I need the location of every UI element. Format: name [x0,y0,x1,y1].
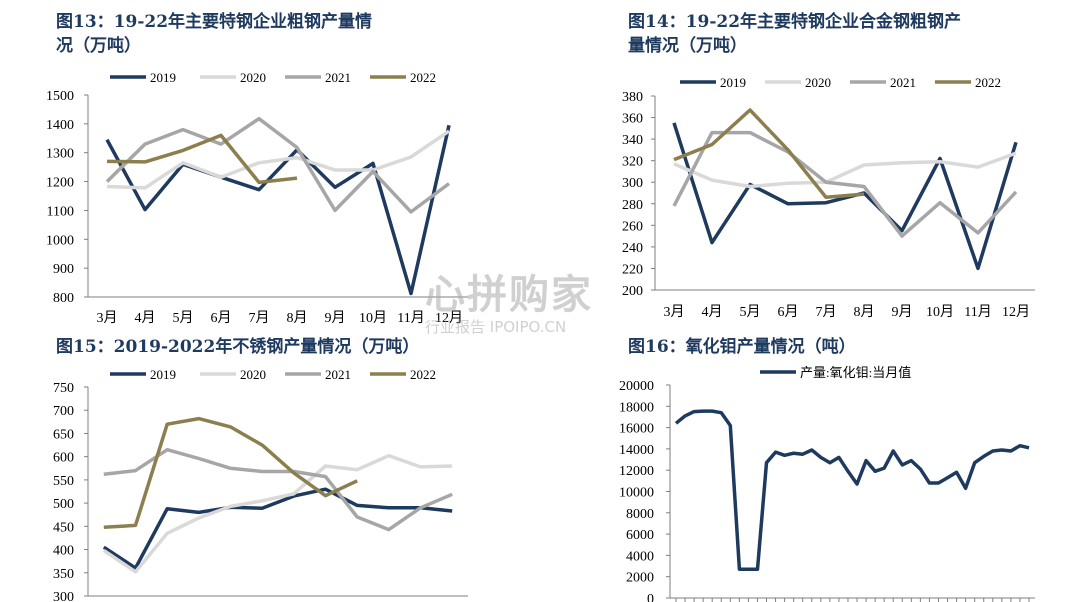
chart-title-13: 图13：19-22年主要特钢企业粗钢产量情 况（万吨） [56,12,373,56]
y-tick-label: 4000 [626,549,654,564]
chart-title-14: 图14：19-22年主要特钢企业合金钢粗钢产 量情况（万吨） [628,12,962,56]
y-tick-label: 1100 [47,204,74,219]
chart-svg-15: 300 350 400 450 500 550 600 650 700 750 2019 2020 20… [53,367,468,602]
y-tick-label: 220 [622,262,643,277]
y-tick-label: 300 [53,590,74,602]
legend-label-2021: 2021 [325,70,351,85]
chart-panel-13: 图13：19-22年主要特钢企业粗钢产量情 况（万吨） 800 900 1000 11… [0,0,540,330]
legend-label-2020: 2020 [805,75,831,90]
y-tick-label: 450 [53,520,74,535]
y-tick-label: 1400 [46,118,74,133]
x-tick-label: 7月 [816,304,837,320]
chart-svg-13: 800 900 1000 1100 1200 1300 1400 1500 3月 4月 5月 6月 7月… [46,70,468,326]
legend-label-2020: 2020 [240,70,266,85]
y-tick-label: 380 [622,90,643,105]
y-tick-label: 900 [53,262,74,277]
x-tick-label: 12月 [435,310,463,326]
y-tick-label: 600 [53,451,74,466]
y-tick-label: 260 [622,219,643,234]
legend-label-2022: 2022 [975,75,1001,90]
y-tick-label: 20000 [619,379,654,394]
y-tick-label: 12000 [619,464,654,479]
x-tick-label: 6月 [778,304,799,320]
y-tick-label: 360 [622,112,643,127]
x-tick-label: 11月 [964,304,991,320]
y-tick-label: 800 [53,291,74,306]
y-tick-label: 200 [622,284,643,299]
y-tick-label: 18000 [619,400,654,415]
x-tick-label: 5月 [740,304,761,320]
series-line-2022 [673,108,865,200]
chart-svg-14: 200 220 240 260 280 300 320 340 360 380 3月 4月 5月 6月 7月… [622,75,1035,320]
series-line-2022 [106,133,298,185]
legend-label-产量:氧化钼:当月值: 产量:氧化钼:当月值 [800,365,911,380]
y-tick-label: 0 [647,592,654,602]
chart-svg-16: 0 2000 4000 6000 8000 10000 12000 14000 16000 180… [619,365,1035,602]
y-tick-label: 8000 [626,507,654,522]
x-tick-label: 4月 [135,310,156,326]
chart-panel-15: 图15：2019-2022年不锈钢产量情况（万吨） 300 350 400 450 50… [0,330,540,602]
y-tick-label: 500 [53,497,74,512]
series-line-2019 [105,124,451,296]
series-line-2021 [105,116,451,214]
y-tick-label: 700 [53,404,74,419]
y-tick-label: 340 [622,133,643,148]
x-tick-label: 12月 [1002,304,1030,320]
legend-label-2019: 2019 [150,70,176,85]
legend-label-2020: 2020 [240,367,266,382]
x-tick-label: 6月 [211,310,232,326]
y-tick-label: 1200 [46,176,74,191]
legend-label-2022: 2022 [410,70,436,85]
series-line-2020 [673,151,1017,189]
x-tick-label: 11月 [397,310,424,326]
y-tick-label: 2000 [626,571,654,586]
x-tick-label: 7月 [249,310,270,326]
series-line-2021 [103,447,453,532]
x-tick-label: 9月 [325,310,346,326]
y-tick-label: 550 [53,474,74,489]
y-tick-label: 240 [622,241,643,256]
x-tick-label: 5月 [173,310,194,326]
legend-label-2021: 2021 [325,367,351,382]
chart-title-15: 图15：2019-2022年不锈钢产量情况（万吨） [56,337,420,357]
y-tick-label: 1500 [46,89,74,104]
chart-panel-16: 图16：氧化钼产量情况（吨） 0 2000 4000 6000 8000 10000 120… [540,330,1065,602]
legend-label-2019: 2019 [150,367,176,382]
x-tick-label: 10月 [926,304,954,320]
legend-label-2022: 2022 [410,367,436,382]
legend-label-2021: 2021 [890,75,916,90]
legend-label-2019: 2019 [720,75,746,90]
y-tick-label: 1300 [46,147,74,162]
y-tick-label: 300 [622,176,643,191]
x-tick-label: 9月 [892,304,913,320]
x-tick-label: 3月 [664,304,685,320]
y-tick-label: 10000 [619,486,654,501]
series-line-2020 [102,453,453,574]
x-tick-label: 8月 [854,304,875,320]
y-tick-label: 750 [53,381,74,396]
y-tick-label: 1000 [46,233,74,248]
x-tick-label: 3月 [97,310,118,326]
series-line-2019 [672,122,1018,271]
chart-panel-14: 图14：19-22年主要特钢企业合金钢粗钢产 量情况（万吨） 200 220 240… [540,0,1065,330]
series-line-产量:氧化钼:当月值 [674,409,1030,571]
y-tick-label: 14000 [619,443,654,458]
y-tick-label: 280 [622,198,643,213]
series-line-2021 [672,130,1018,238]
series-line-2019 [102,487,453,570]
chart-title-16: 图16：氧化钼产量情况（吨） [628,337,856,357]
x-tick-label: 4月 [702,304,723,320]
series-line-2022 [103,416,358,530]
y-tick-label: 320 [622,155,643,170]
y-tick-label: 16000 [619,422,654,437]
x-tick-label: 10月 [359,310,387,326]
series-line-2020 [106,129,450,190]
y-tick-label: 400 [53,544,74,559]
y-tick-label: 650 [53,427,74,442]
y-tick-label: 350 [53,567,74,582]
y-tick-label: 6000 [626,528,654,543]
x-tick-label: 8月 [287,310,308,326]
